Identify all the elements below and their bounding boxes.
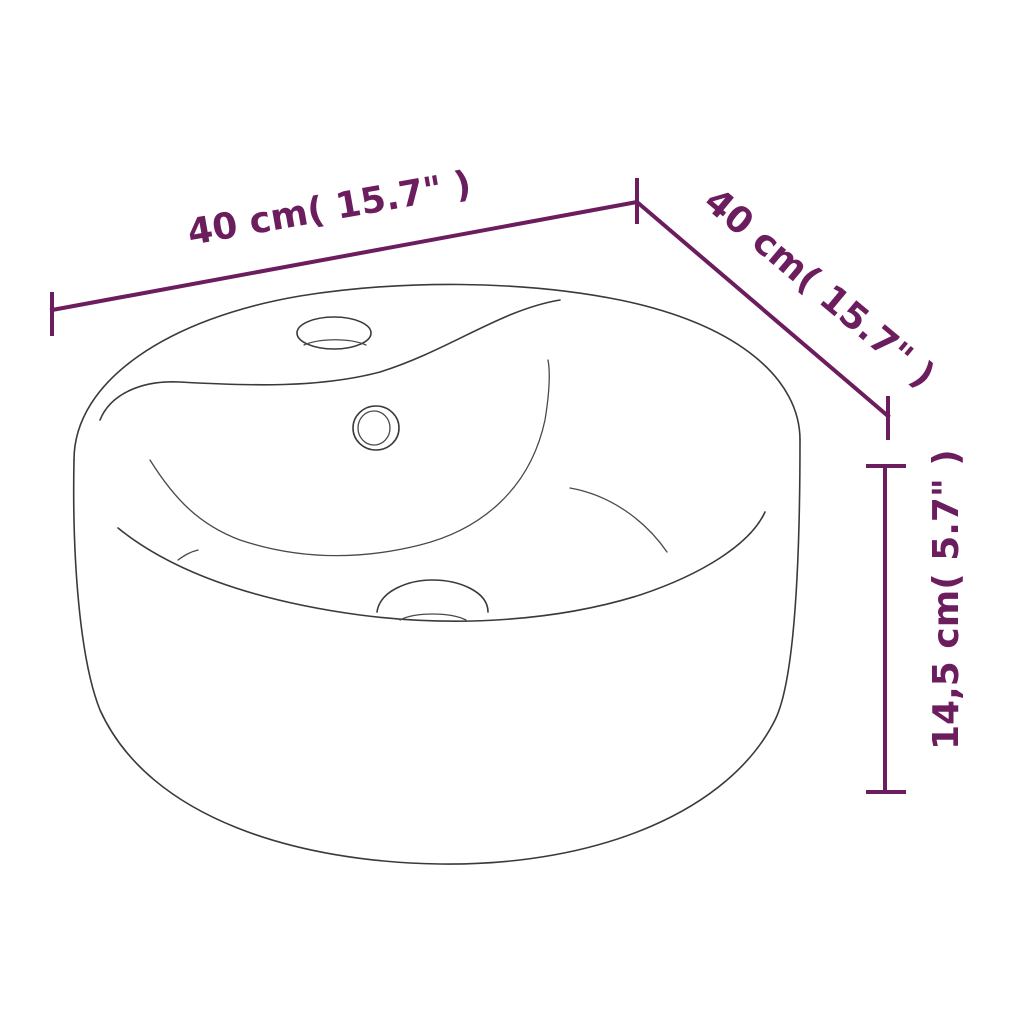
- sink-body-outline: [72, 439, 801, 865]
- height-dimension: 14,5 cm( 5.7" ): [866, 449, 967, 794]
- overflow-hole: [352, 405, 400, 451]
- width-dimension: 40 cm( 15.7" ): [49, 164, 640, 336]
- sink-bowl-rim: [99, 299, 561, 421]
- depth-label: 40 cm( 15.7" ): [696, 180, 942, 396]
- sink-basin-right-curve: [569, 487, 668, 553]
- sink-basin-left-tick: [177, 549, 199, 561]
- sink-basin-front: [117, 511, 766, 622]
- height-label: 14,5 cm( 5.7" ): [926, 449, 967, 750]
- sink-basin-slope: [149, 359, 550, 557]
- sink-drawing: [72, 283, 801, 865]
- tap-hole: [296, 316, 372, 350]
- drain-hole: [376, 579, 489, 621]
- sink-rim-top: [73, 283, 801, 461]
